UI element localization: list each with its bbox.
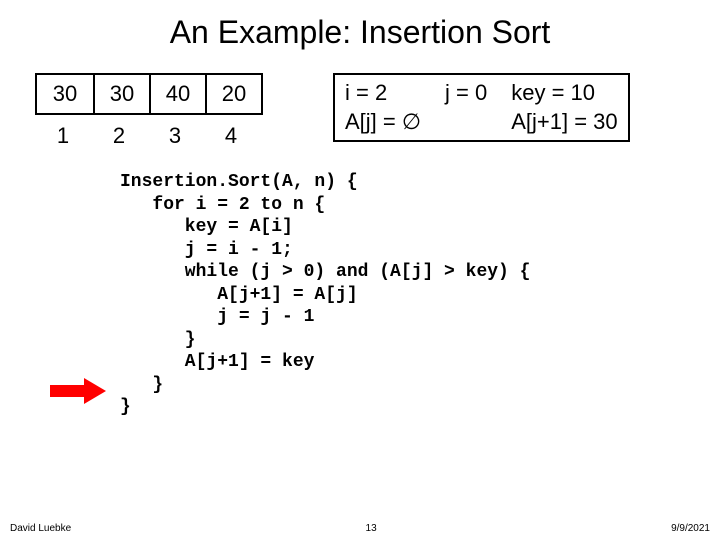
state-key: key = 10 <box>511 79 617 108</box>
array-cell: 40 <box>149 75 205 113</box>
array-cell: 30 <box>93 75 149 113</box>
slide-title: An Example: Insertion Sort <box>0 0 720 73</box>
state-box: i = 2 j = 0 key = 10 A[j] = ∅ A[j+1] = 3… <box>333 73 630 142</box>
state-aj: A[j] = ∅ <box>345 108 421 137</box>
footer-author: David Luebke <box>10 523 71 534</box>
arrow-head <box>84 378 106 404</box>
footer-page: 13 <box>366 523 377 534</box>
footer-date: 9/9/2021 <box>671 523 710 534</box>
array-block: 30 30 40 20 1 2 3 4 <box>35 73 263 149</box>
slide-footer: David Luebke 13 9/9/2021 <box>0 523 720 534</box>
array-index: 3 <box>147 123 203 149</box>
state-ajp1: A[j+1] = 30 <box>511 108 617 137</box>
array-index: 2 <box>91 123 147 149</box>
code-listing: Insertion.Sort(A, n) { for i = 2 to n { … <box>120 171 720 419</box>
array-cells: 30 30 40 20 <box>35 73 263 115</box>
array-index: 4 <box>203 123 259 149</box>
arrow-stem <box>50 385 84 397</box>
current-line-arrow-icon <box>50 380 110 402</box>
array-indices: 1 2 3 4 <box>35 123 259 149</box>
state-i: i = 2 <box>345 79 421 108</box>
array-and-state-row: 30 30 40 20 1 2 3 4 i = 2 j = 0 key = 10… <box>0 73 720 149</box>
state-j: j = 0 <box>445 79 487 108</box>
array-index: 1 <box>35 123 91 149</box>
array-cell: 20 <box>205 75 261 113</box>
array-cell: 30 <box>37 75 93 113</box>
